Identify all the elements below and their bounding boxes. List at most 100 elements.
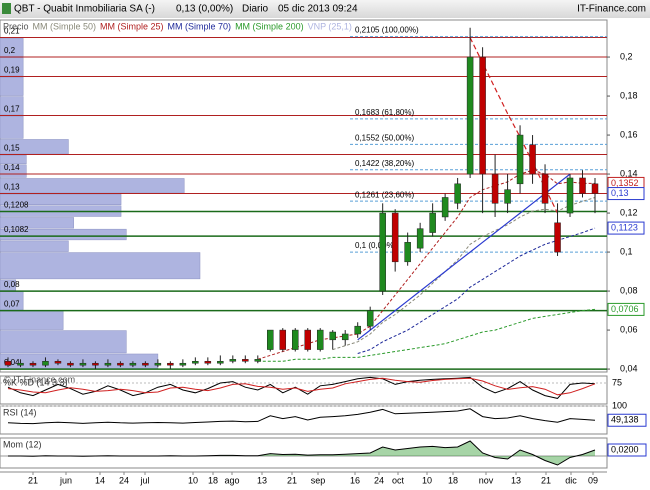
fib-label: 0,1261 (23,60%): [355, 190, 414, 199]
vnp-bar: [0, 310, 64, 330]
candle-body: [154, 362, 162, 366]
last-value-box: [607, 302, 645, 316]
header-bar: [0, 0, 650, 18]
x-tick-label: 18: [208, 475, 218, 485]
vnp-bar: [0, 217, 74, 229]
candle-body: [566, 177, 574, 214]
last-value-label: 0,1123: [611, 222, 638, 232]
fib-label: 0,2105 (100,00%): [355, 26, 419, 35]
candle-body: [479, 56, 486, 175]
candle-body: [217, 361, 224, 364]
candle-body: [541, 173, 549, 204]
fib-label: 0,1422 (38,20%): [355, 159, 414, 168]
panel-frame: [0, 405, 608, 435]
candle-body: [129, 362, 137, 366]
candle-body: [404, 242, 411, 263]
candle-body: [516, 134, 524, 185]
header-period: Diario: [242, 4, 269, 15]
level-label: 0,07: [4, 300, 20, 309]
level-label: 0,21: [4, 27, 20, 36]
legend-entry: MM (Simple 50): [33, 21, 97, 31]
x-tick-label: oct: [392, 475, 405, 485]
x-tick-label: 18: [448, 475, 458, 485]
candle-body: [341, 333, 349, 341]
candle-body: [192, 361, 199, 364]
y-tick-label: 0,14: [620, 168, 638, 178]
x-tick-label: 24: [374, 475, 384, 485]
y-tick-label: 0,1: [620, 246, 633, 256]
x-tick-label: 24: [119, 475, 129, 485]
panel-frame: [0, 375, 608, 405]
x-tick-label: 14: [95, 475, 105, 485]
candle-body: [466, 56, 474, 175]
legend-title: Precio: [3, 21, 29, 31]
candle-body: [416, 228, 424, 249]
level-label: 0,08: [4, 280, 20, 289]
candle-body: [316, 329, 324, 350]
x-tick-label: dic: [565, 475, 577, 485]
candle-body: [204, 361, 212, 364]
header-icon: [2, 3, 11, 14]
fib-label: 0,1683 (61,80%): [355, 108, 414, 117]
vnp-bar: [0, 228, 127, 241]
moving-average: [257, 169, 595, 360]
vnp-bar: [0, 252, 201, 280]
header-date: 05 dic 2013 09:24: [278, 4, 358, 15]
x-tick-label: sep: [311, 475, 326, 485]
legend-entry: MM (Simple 25): [100, 21, 164, 31]
candle-body: [67, 362, 74, 366]
candle-body: [441, 197, 449, 218]
last-value-label: 49,138: [611, 415, 639, 425]
last-value-box: [607, 413, 647, 427]
legend-entry: MM (Simple 70): [168, 21, 232, 31]
candle-body: [491, 173, 499, 204]
candle-body: [117, 362, 124, 366]
y-tick-label: 0,18: [620, 90, 638, 100]
trendline: [357, 173, 571, 341]
last-value-box: [607, 187, 645, 201]
legend-entry: VNP (25,1): [308, 21, 352, 31]
candle-body: [17, 362, 24, 366]
candle-body: [429, 212, 436, 233]
candle-body: [454, 183, 461, 204]
vnp-bar: [0, 76, 24, 96]
candle-body: [279, 329, 287, 350]
level-label: 0,17: [4, 105, 20, 114]
candle-body: [179, 362, 187, 366]
candle-body: [579, 177, 586, 194]
indicator-line: [7, 408, 596, 425]
last-value-label: 0,0200: [611, 444, 639, 454]
x-tick-label: 16: [350, 475, 360, 485]
fib-label: 0,1 (0,00%): [355, 241, 397, 250]
panel-frame: [0, 437, 608, 469]
candle-body: [591, 183, 599, 194]
candle-body: [242, 359, 249, 362]
x-tick-label: nov: [479, 475, 494, 485]
panel-title: Mom (12): [3, 439, 42, 449]
header-quote: 0,13 (0,00%): [176, 4, 233, 15]
candle-body: [142, 362, 149, 366]
last-value-label: 0,13: [611, 188, 629, 198]
x-tick-label: 21: [28, 475, 38, 485]
y-tick-label: 100: [612, 400, 627, 410]
x-tick-label: jun: [59, 475, 72, 485]
moving-average: [257, 308, 596, 362]
level-label: 0,14: [4, 163, 20, 172]
watermark: © IT-Finance.com: [4, 374, 75, 384]
vnp-bar: [0, 353, 159, 369]
level-label: 0,2: [4, 46, 16, 55]
last-value-box: [607, 443, 647, 457]
x-tick-label: 13: [257, 475, 267, 485]
x-tick-label: 13: [511, 475, 521, 485]
x-tick-label: ago: [224, 475, 239, 485]
candle-body: [304, 329, 311, 350]
candle-body: [4, 361, 12, 366]
level-label: 0,19: [4, 66, 20, 75]
panel-frame: [0, 19, 608, 373]
y-tick-label: 0,2: [620, 51, 633, 61]
vnp-bar: [0, 115, 24, 139]
x-tick-label: jul: [139, 475, 149, 485]
candle-body: [329, 331, 336, 341]
